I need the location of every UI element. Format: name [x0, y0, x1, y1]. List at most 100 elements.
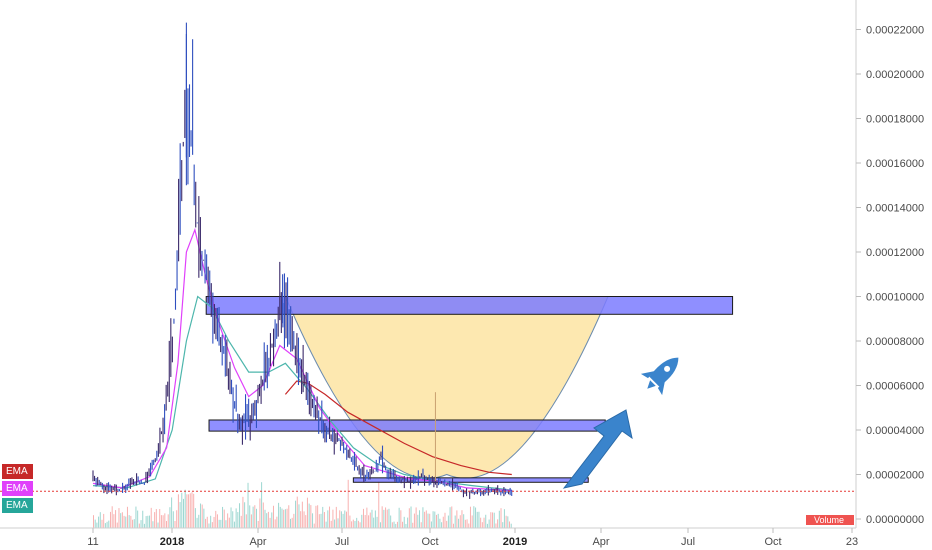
y-tick-label: 0.00022000	[866, 25, 924, 37]
volume-bar	[254, 505, 256, 528]
volume-bar	[264, 509, 266, 528]
volume-label[interactable]: Volume	[806, 515, 854, 525]
volume-bar	[167, 514, 169, 528]
volume-bar	[356, 517, 358, 528]
volume-bar	[373, 517, 375, 528]
legend-ema-slow[interactable]: EMA	[2, 464, 33, 479]
y-axis: 0.00022000 0.00020000 0.00018000 0.00016000…	[856, 25, 924, 526]
volume-bar	[368, 515, 370, 528]
volume-bar	[257, 520, 259, 528]
volume-bar	[427, 513, 429, 528]
volume-bar	[507, 516, 509, 528]
volume-bar	[249, 505, 251, 528]
price-zone[interactable]	[352, 477, 589, 483]
volume-bar	[451, 506, 453, 528]
volume-bar	[456, 510, 458, 528]
volume-bar	[410, 506, 412, 528]
volume-bar	[109, 511, 111, 528]
volume-bar	[284, 509, 286, 528]
volume-bar	[454, 515, 456, 528]
x-tick-label: Oct	[764, 536, 781, 548]
price-zone[interactable]	[205, 296, 734, 315]
x-tick-label: 2019	[503, 536, 527, 548]
volume-bar	[283, 509, 285, 528]
volume-bar	[223, 509, 225, 528]
volume-bar	[301, 501, 303, 528]
volume-bar	[188, 494, 190, 528]
volume-bar	[466, 519, 468, 528]
volume-bar	[286, 508, 288, 528]
legend-ema-fast[interactable]: EMA	[2, 481, 33, 496]
volume-bar	[381, 506, 383, 528]
volume-bar	[352, 519, 354, 528]
volume-bar	[120, 513, 122, 528]
volume-bar	[471, 515, 473, 528]
volume-bar	[483, 517, 485, 528]
cup-pattern	[284, 296, 609, 479]
volume-bar	[208, 523, 210, 528]
x-tick-label: 11	[87, 536, 98, 548]
volume-bar	[476, 511, 478, 528]
volume-bar	[432, 511, 434, 528]
volume-bar	[176, 510, 178, 528]
y-tick-label: 0.00016000	[866, 158, 924, 170]
volume-bar	[419, 510, 421, 528]
volume-bar	[330, 520, 332, 528]
volume-bar	[430, 521, 432, 528]
volume-bar	[272, 505, 274, 528]
volume-bar	[366, 507, 368, 528]
volume-bar	[235, 508, 237, 528]
volume-bar	[179, 502, 181, 528]
y-tick-label: 0.00020000	[866, 69, 924, 81]
volume-bar	[488, 519, 490, 528]
volume-bar	[390, 515, 392, 528]
volume-bar	[351, 521, 353, 528]
volume-bar	[464, 519, 466, 528]
volume-bar	[194, 508, 196, 528]
x-tick-label: Jul	[681, 536, 695, 548]
volume-bar	[267, 511, 269, 528]
volume-bar	[142, 510, 144, 528]
volume-bar	[417, 514, 419, 528]
volume-bar	[239, 503, 241, 528]
volume-bar	[206, 516, 208, 528]
volume-bar	[452, 523, 454, 528]
volume-bar	[172, 511, 174, 528]
volume-bar	[274, 519, 276, 528]
volume-bar	[362, 508, 364, 528]
volume-bar	[228, 517, 230, 528]
legend-ema-mid[interactable]: EMA	[2, 498, 33, 513]
volume-bar	[149, 515, 151, 528]
volume-bar	[485, 514, 487, 528]
volume-bar	[184, 489, 186, 528]
volume-bar	[232, 511, 234, 528]
volume-bar	[379, 522, 381, 528]
x-tick-label: Oct	[421, 536, 438, 548]
volume-bar	[160, 515, 162, 528]
rocket-icon	[640, 357, 679, 396]
volume-bar	[497, 519, 499, 528]
volume-bar	[98, 516, 100, 528]
volume-bar	[133, 519, 135, 528]
volume-bar	[205, 518, 207, 528]
volume-bar	[374, 510, 376, 528]
volume-bar	[128, 515, 130, 528]
volume-bar	[245, 514, 247, 528]
volume-bar	[473, 506, 475, 528]
volume-bar	[186, 494, 188, 528]
volume-bar	[138, 523, 140, 528]
volume-bar	[422, 507, 424, 528]
volume-bar	[191, 492, 193, 528]
volume-bar	[359, 522, 361, 528]
volume-bar	[318, 514, 320, 528]
volume-bar	[437, 513, 439, 528]
price-zone[interactable]	[208, 419, 606, 432]
x-axis: 11 2018 Apr Jul Oct 2019 Apr Jul Oct 23	[87, 528, 858, 548]
volume-bar	[289, 518, 291, 528]
volume-bar	[509, 521, 511, 528]
volume-bar	[269, 517, 271, 528]
volume-bar	[429, 513, 431, 528]
volume-bar	[446, 520, 448, 528]
volume-bar	[159, 509, 161, 528]
